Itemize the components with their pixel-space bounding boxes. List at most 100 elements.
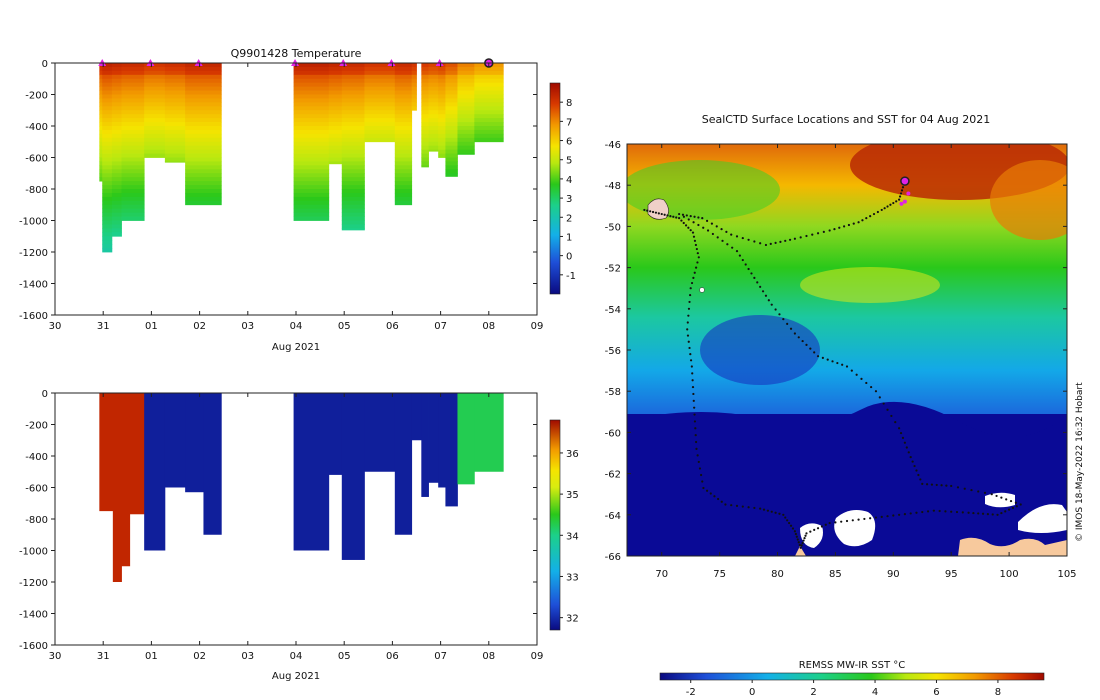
temperature-cell bbox=[328, 141, 343, 147]
temperature-cell bbox=[293, 157, 330, 162]
temperature-cell bbox=[428, 129, 439, 135]
temperature-cell bbox=[111, 196, 122, 202]
temperature-cell bbox=[102, 220, 113, 225]
track-point bbox=[901, 436, 905, 439]
temperature-cell bbox=[99, 110, 103, 115]
salinity-profile bbox=[164, 393, 186, 488]
temperature-cell bbox=[328, 94, 343, 99]
temperature-cell bbox=[411, 74, 417, 80]
temperature-cell bbox=[102, 145, 113, 151]
x-tick-label: 09 bbox=[531, 651, 544, 662]
temperature-cell bbox=[341, 78, 365, 84]
track-point bbox=[791, 527, 795, 530]
temperature-cell bbox=[121, 126, 145, 131]
temperature-cell bbox=[99, 70, 103, 76]
temperature-cell bbox=[438, 137, 446, 143]
temperature-cell bbox=[121, 165, 145, 170]
sst-colorbar-ticks: -2 0 2 4 6 8 bbox=[686, 680, 1001, 698]
temperature-cell bbox=[99, 153, 103, 158]
map-title: SealCTD Surface Locations and SST for 04… bbox=[702, 113, 991, 126]
track-point bbox=[696, 261, 699, 264]
temperature-cell bbox=[341, 122, 365, 127]
temperature-cell bbox=[421, 165, 429, 168]
lon-tick-label: 100 bbox=[1000, 569, 1019, 580]
temperature-cell bbox=[445, 145, 458, 151]
track-point bbox=[860, 377, 863, 380]
temperature-cell bbox=[164, 149, 186, 154]
track-point bbox=[724, 503, 727, 506]
temperature-cell bbox=[111, 145, 122, 151]
temperature-cell bbox=[457, 153, 475, 155]
temperature-colorbar-ticks: 8 7 6 5 4 3 2 1 0 -1 bbox=[560, 98, 576, 282]
temperature-cell bbox=[111, 149, 122, 154]
y-tick-label: -400 bbox=[25, 122, 48, 133]
temperature-cell bbox=[474, 74, 504, 80]
sst-colorbar-label: REMSS MW-IR SST °C bbox=[799, 660, 906, 671]
track-point bbox=[692, 235, 696, 238]
track-point bbox=[981, 512, 985, 515]
temperature-cell bbox=[428, 126, 439, 131]
temperature-cell bbox=[185, 114, 222, 119]
temperature-cell bbox=[421, 63, 429, 68]
temperature-cell bbox=[457, 141, 475, 147]
track-point bbox=[797, 541, 800, 544]
track-point bbox=[838, 226, 841, 229]
temperature-cell bbox=[102, 63, 113, 68]
track-point bbox=[669, 215, 672, 218]
track-point bbox=[750, 272, 753, 275]
sst-colorbar-tick-label: 6 bbox=[933, 687, 939, 698]
temperature-cell bbox=[102, 165, 113, 170]
temperature-cell bbox=[144, 98, 166, 103]
longitude-ticks: 70 75 80 85 90 95 100 105 bbox=[655, 144, 1077, 580]
temperature-cell bbox=[394, 78, 413, 84]
track-point bbox=[963, 487, 966, 490]
temperature-cell bbox=[144, 141, 166, 147]
salinity-profile bbox=[185, 393, 204, 493]
track-point bbox=[811, 233, 814, 236]
temperature-cell bbox=[99, 90, 103, 95]
track-point bbox=[696, 252, 699, 255]
track-point bbox=[895, 200, 898, 203]
track-point bbox=[991, 513, 994, 516]
temperature-cell bbox=[421, 102, 429, 107]
salinity-profile bbox=[421, 393, 429, 497]
temperature-cell bbox=[411, 63, 417, 68]
temperature-cell bbox=[474, 86, 504, 91]
track-point bbox=[909, 512, 912, 515]
temperature-cell bbox=[438, 114, 446, 119]
temperature-cell bbox=[102, 192, 113, 198]
track-point bbox=[764, 243, 768, 247]
track-point bbox=[797, 336, 800, 339]
track-point bbox=[876, 210, 879, 214]
temperature-cell bbox=[394, 192, 413, 198]
temperature-cell bbox=[341, 82, 365, 88]
x-tick-label: 09 bbox=[531, 321, 544, 332]
salinity-profile bbox=[129, 393, 145, 515]
temperature-cell bbox=[438, 106, 446, 111]
temperature-cell bbox=[185, 118, 222, 123]
track-point bbox=[702, 486, 705, 490]
track-point bbox=[678, 212, 681, 216]
temperature-cell bbox=[341, 86, 365, 91]
credit-label: © IMOS 18-May-2022 16:32 Hobart bbox=[1075, 382, 1085, 542]
temperature-cell bbox=[293, 63, 330, 68]
temperature-cell bbox=[293, 74, 330, 80]
track-point bbox=[753, 240, 756, 243]
temperature-cell bbox=[457, 86, 475, 91]
temperature-cell bbox=[293, 106, 330, 111]
track-point bbox=[700, 473, 703, 477]
temperature-cell bbox=[394, 161, 413, 166]
temperature-cell bbox=[121, 94, 145, 99]
colorbar-tick-label: 8 bbox=[566, 98, 572, 109]
temperature-cell bbox=[394, 98, 413, 103]
temperature-cell bbox=[328, 90, 343, 95]
temperature-cell bbox=[474, 114, 504, 119]
track-point bbox=[805, 343, 808, 346]
temperature-cell bbox=[121, 161, 145, 166]
track-point bbox=[654, 211, 658, 214]
track-point bbox=[1005, 498, 1008, 501]
temperature-cell bbox=[474, 70, 504, 76]
track-point bbox=[874, 390, 878, 393]
track-point bbox=[847, 223, 851, 227]
track-point bbox=[804, 534, 807, 537]
